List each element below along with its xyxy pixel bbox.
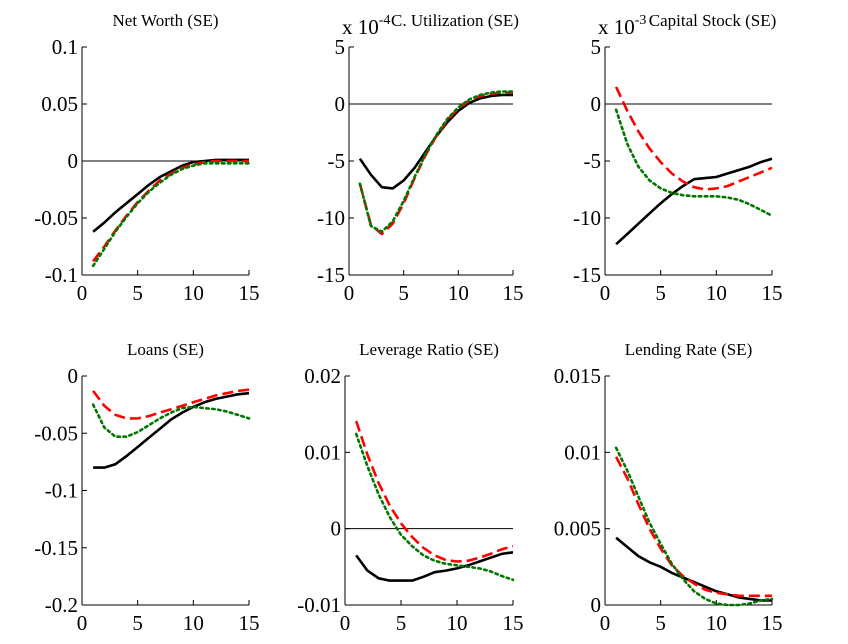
y-tick-label: 0.01 (564, 440, 601, 464)
x-tick-label: 10 (448, 281, 469, 305)
x-tick-label: 5 (398, 281, 409, 305)
panel-title: Capital Stock (SE) (649, 11, 776, 30)
axis-exponent-base: x 10 (598, 15, 635, 39)
panel-title: Loans (SE) (127, 340, 204, 359)
y-tick-label: -5 (328, 149, 346, 173)
panel-loans-se: -0.2 -0.15 -0.1 -0.05 0 0 5 10 15 Loans (SE) (34, 340, 259, 635)
y-tick-label: 0 (68, 364, 79, 388)
y-tick-label: 0.1 (52, 35, 78, 59)
x-tick-label: 15 (239, 611, 260, 635)
panel-title: Leverage Ratio (SE) (359, 340, 499, 359)
series-line-solid (358, 93, 513, 190)
y-tick-label: 0.02 (304, 364, 341, 388)
x-tick-label: 0 (600, 281, 611, 305)
y-tick-label: 0 (335, 92, 346, 116)
y-tick-label: 0.01 (304, 440, 341, 464)
x-tick-label: 5 (132, 281, 143, 305)
series-line-solid (355, 551, 514, 582)
series-line-dotted (91, 162, 251, 268)
x-tick-label: 10 (706, 281, 727, 305)
y-tick-label: -10 (573, 206, 601, 230)
x-tick-label: 15 (762, 611, 783, 635)
x-tick-label: 5 (655, 611, 666, 635)
series-line-dashed (92, 388, 250, 420)
series-line-dotted (614, 108, 774, 217)
y-tick-label: -15 (573, 263, 601, 287)
panel-capital-stock-se: -15 -10 -5 0 5 0 5 10 15 x 10-3 Capital Stock (SE) (573, 11, 783, 305)
x-tick-label: 15 (503, 281, 524, 305)
series-line-dotted (354, 432, 515, 582)
panel-title: C. Utilization (SE) (391, 11, 519, 30)
x-tick-label: 0 (77, 281, 88, 305)
series-line-dashed (614, 456, 772, 598)
y-tick-label: 0.005 (554, 517, 601, 541)
axis-exponent-base: x 10 (342, 15, 379, 39)
x-tick-label: 0 (600, 611, 611, 635)
series-line-dotted (614, 446, 774, 607)
series-line-dashed (358, 91, 513, 236)
x-tick-label: 15 (503, 611, 524, 635)
series-line-dotted (91, 403, 251, 439)
y-tick-label: -15 (317, 263, 345, 287)
panel-title: Net Worth (SE) (113, 11, 219, 30)
y-tick-label: 0 (331, 517, 342, 541)
axis-exponent-power: -3 (635, 13, 647, 28)
y-tick-label: -5 (584, 149, 602, 173)
y-tick-label: -0.01 (297, 593, 341, 617)
y-tick-label: 5 (335, 35, 346, 59)
axis-exponent: x 10-4 (342, 13, 390, 39)
axis-exponent: x 10-3 (598, 13, 646, 39)
y-tick-label: 0.05 (41, 92, 78, 116)
x-tick-label: 5 (655, 281, 666, 305)
panel-net-worth-se: -0.1 -0.05 0 0.05 0.1 0 5 10 15 Net Worth (SE) (34, 11, 259, 305)
x-tick-label: 0 (77, 611, 88, 635)
series-line-solid (92, 158, 249, 233)
y-tick-label: -0.05 (34, 421, 78, 445)
y-tick-label: 0 (591, 92, 602, 116)
y-tick-label: -0.2 (45, 593, 78, 617)
y-tick-label: 0 (68, 149, 79, 173)
x-tick-label: 0 (344, 281, 355, 305)
y-tick-label: -0.15 (34, 536, 78, 560)
y-tick-label: 0 (591, 593, 602, 617)
y-tick-label: -0.1 (45, 479, 78, 503)
panel-lending-rate-se: 0 0.005 0.01 0.015 0 5 10 15 Lending Rate (SE) (554, 340, 783, 635)
axis-exponent-power: -4 (379, 13, 391, 28)
series-line-dotted (358, 90, 515, 233)
series-line-solid (615, 157, 773, 246)
series-line-dashed (614, 86, 773, 191)
series-line-solid (93, 391, 250, 469)
x-tick-label: 0 (340, 611, 351, 635)
y-tick-label: -0.05 (34, 206, 78, 230)
x-tick-label: 5 (396, 611, 407, 635)
y-tick-label: -0.1 (45, 263, 78, 287)
x-tick-label: 5 (132, 611, 143, 635)
panel-c-utilization-se: -15 -10 -5 0 5 0 5 10 15 x 10-4 C. Utilization (SE… (317, 11, 524, 305)
x-tick-label: 15 (239, 281, 260, 305)
series-line-dashed (354, 420, 514, 563)
x-tick-label: 10 (706, 611, 727, 635)
y-tick-label: 0.015 (554, 364, 601, 388)
panel-title: Lending Rate (SE) (625, 340, 752, 359)
x-tick-label: 10 (183, 611, 204, 635)
x-tick-label: 10 (447, 611, 468, 635)
x-tick-label: 15 (762, 281, 783, 305)
y-tick-label: 5 (591, 35, 602, 59)
x-tick-label: 10 (183, 281, 204, 305)
y-tick-label: -10 (317, 206, 345, 230)
